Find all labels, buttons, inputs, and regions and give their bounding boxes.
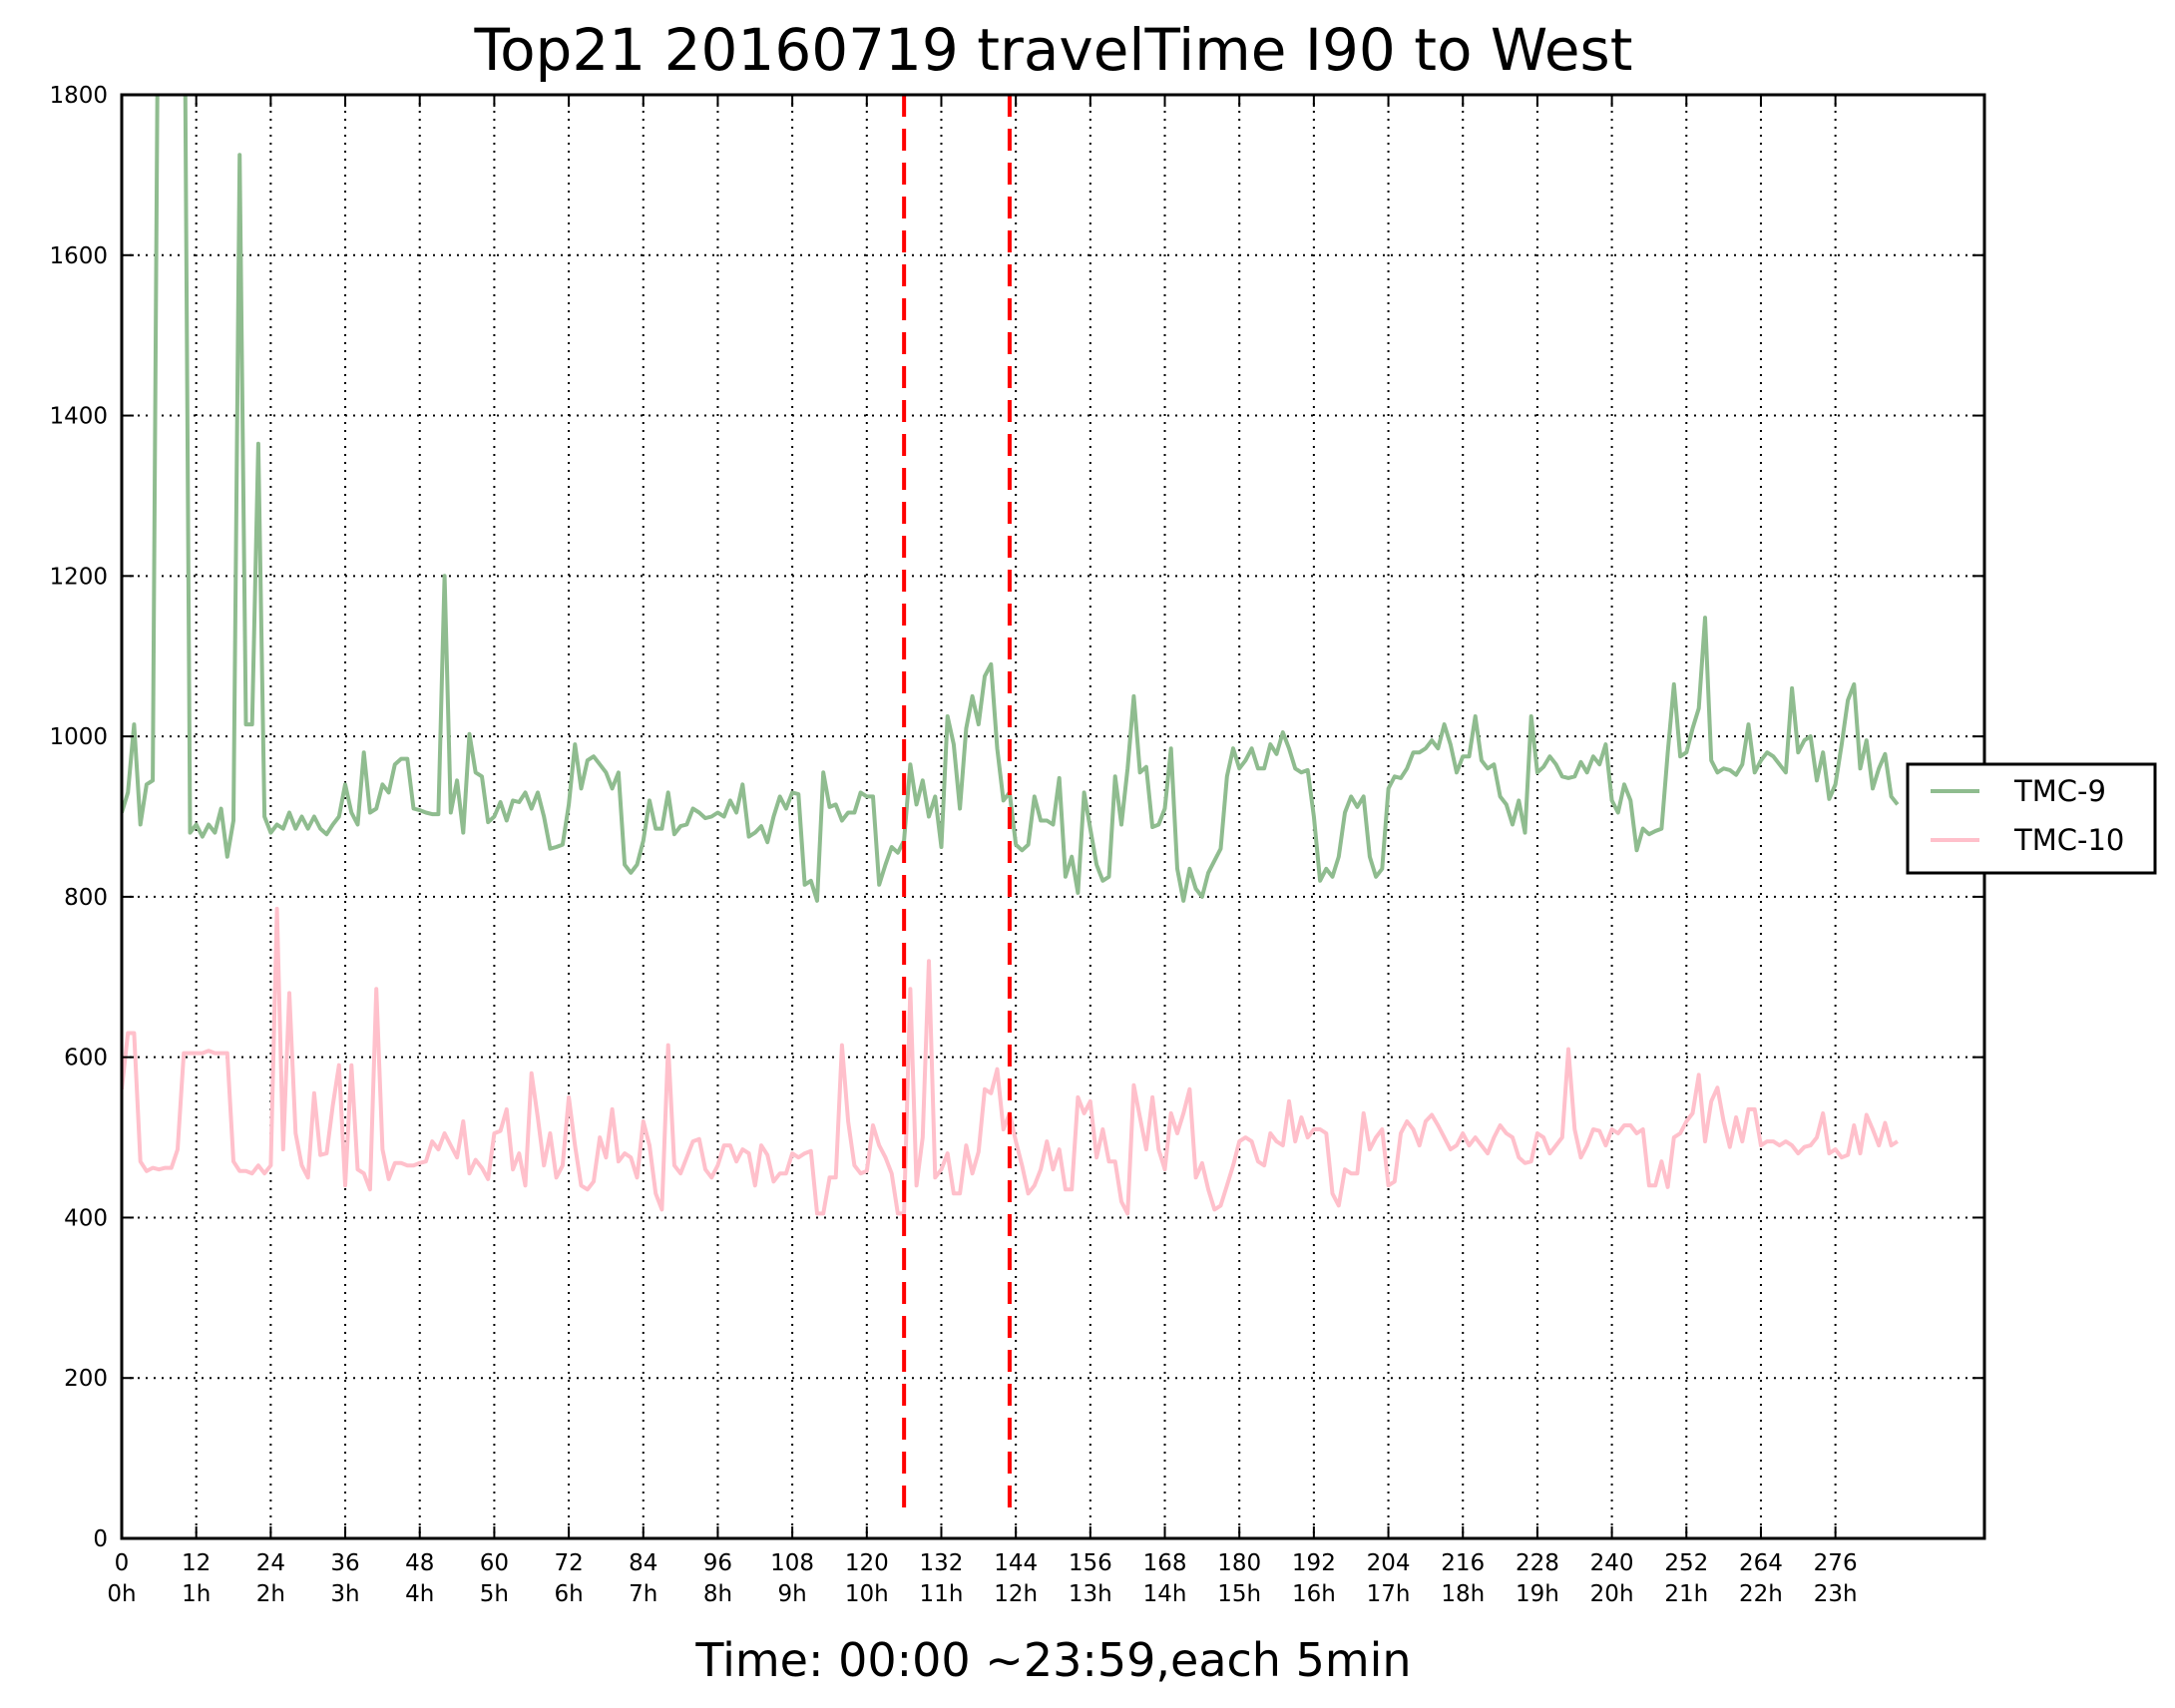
legend: TMC-9 TMC-10 — [1906, 762, 2157, 875]
x-tick-hour: 8h — [703, 1581, 732, 1607]
plot-area — [122, 95, 1900, 1516]
x-tick-hour: 16h — [1292, 1581, 1336, 1607]
y-tick-label: 0 — [93, 1526, 108, 1552]
x-tick-label: 252 — [1664, 1550, 1708, 1576]
x-tick-label: 144 — [994, 1550, 1038, 1576]
x-tick-label: 84 — [629, 1550, 657, 1576]
x-tick-hour: 5h — [480, 1581, 509, 1607]
y-tick-label: 1600 — [49, 243, 108, 269]
x-tick-label: 180 — [1217, 1550, 1261, 1576]
x-tick-label: 156 — [1069, 1550, 1112, 1576]
x-tick-label: 0 — [115, 1550, 130, 1576]
x-tick-hour: 19h — [1516, 1581, 1559, 1607]
x-tick-hour: 23h — [1814, 1581, 1858, 1607]
x-tick-hour: 0h — [107, 1581, 136, 1607]
x-tick-hour: 10h — [845, 1581, 889, 1607]
x-tick-label: 240 — [1590, 1550, 1634, 1576]
grid — [121, 94, 1984, 1539]
x-tick-label: 216 — [1441, 1550, 1485, 1576]
y-tick-label: 800 — [64, 885, 108, 911]
x-tick-label: 96 — [703, 1550, 732, 1576]
x-tick-label: 120 — [845, 1550, 889, 1576]
x-tick-hour: 15h — [1217, 1581, 1261, 1607]
x-tick-hour: 11h — [920, 1581, 964, 1607]
legend-box — [1906, 762, 2157, 875]
x-tick-hour: 1h — [182, 1581, 211, 1607]
x-tick-hour: 3h — [330, 1581, 359, 1607]
x-tick-hour: 22h — [1739, 1581, 1783, 1607]
x-tick-hour: 6h — [554, 1581, 583, 1607]
x-tick-hour: 2h — [256, 1581, 285, 1607]
y-tick-label: 600 — [64, 1046, 108, 1071]
legend-label: TMC-9 — [2013, 774, 2106, 808]
x-tick-label: 108 — [770, 1550, 814, 1576]
x-tick-hour: 14h — [1143, 1581, 1187, 1607]
x-tick-label: 72 — [554, 1550, 583, 1576]
x-tick-label: 60 — [480, 1550, 509, 1576]
axes: 0 200 400 600 800 1000 1200 1400 1600 1800 0 0h 12 1h… — [49, 83, 1984, 1607]
x-tick-hour: 20h — [1590, 1581, 1634, 1607]
y-tick-label: 1000 — [49, 724, 108, 750]
legend-label: TMC-10 — [2013, 823, 2124, 857]
x-axis-label: Time: 00:00 ~23:59,each 5min — [694, 1633, 1411, 1687]
y-tick-label: 400 — [64, 1205, 108, 1231]
x-tick-label: 24 — [256, 1550, 285, 1576]
y-tick-label: 1400 — [49, 404, 108, 430]
x-tick-label: 36 — [330, 1550, 359, 1576]
x-tick-label: 228 — [1516, 1550, 1559, 1576]
x-tick-hour: 12h — [994, 1581, 1038, 1607]
x-tick-label: 192 — [1292, 1550, 1336, 1576]
x-tick-label: 168 — [1143, 1550, 1187, 1576]
x-tick-hour: 18h — [1441, 1581, 1485, 1607]
x-tick-label: 132 — [920, 1550, 964, 1576]
x-tick-hour: 13h — [1069, 1581, 1112, 1607]
x-tick-label: 48 — [405, 1550, 434, 1576]
x-tick-hour: 17h — [1367, 1581, 1411, 1607]
x-tick-hour: 9h — [778, 1581, 807, 1607]
x-tick-hour: 7h — [629, 1581, 657, 1607]
x-tick-label: 264 — [1739, 1550, 1783, 1576]
x-tick-label: 276 — [1814, 1550, 1858, 1576]
y-tick-label: 1200 — [49, 564, 108, 590]
x-tick-hour: 21h — [1664, 1581, 1708, 1607]
y-tick-label: 200 — [64, 1366, 108, 1392]
x-tick-label: 204 — [1367, 1550, 1411, 1576]
chart-title: Top21 20160719 travelTime I90 to West — [474, 16, 1633, 84]
x-tick-label: 12 — [182, 1550, 211, 1576]
y-tick-label: 1800 — [49, 83, 108, 109]
x-tick-hour: 4h — [405, 1581, 434, 1607]
